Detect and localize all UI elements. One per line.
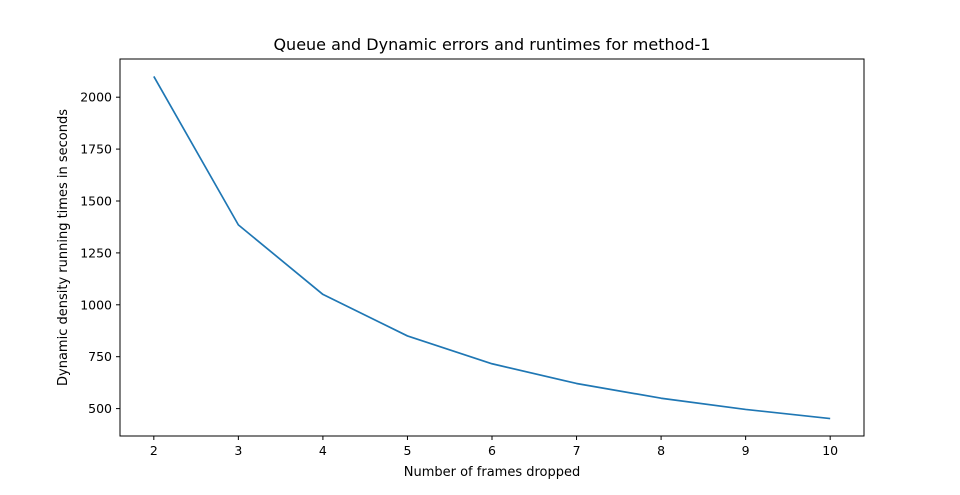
x-axis-label: Number of frames dropped (404, 465, 581, 480)
x-tick-label: 4 (319, 443, 327, 458)
x-tick-label: 3 (234, 443, 242, 458)
x-tick-label: 8 (657, 443, 665, 458)
y-tick-label: 1750 (80, 142, 112, 157)
series-line (153, 76, 831, 420)
x-tick-label: 7 (573, 443, 581, 458)
chart-title: Queue and Dynamic errors and runtimes fo… (273, 35, 710, 54)
y-tick-label: 500 (88, 401, 112, 416)
y-tick-label: 1500 (80, 193, 112, 208)
y-axis-label: Dynamic density running times in seconds (56, 109, 71, 386)
y-tick-label: 1250 (80, 245, 112, 260)
x-tick-label: 10 (822, 443, 838, 458)
y-tick-label: 2000 (80, 90, 112, 105)
x-tick-label: 9 (742, 443, 750, 458)
y-tick-label: 750 (88, 349, 112, 364)
x-tick-label: 6 (488, 443, 496, 458)
y-tick-label: 1000 (80, 297, 112, 312)
x-tick-label: 2 (150, 443, 158, 458)
x-tick-label: 5 (403, 443, 411, 458)
plot-frame (119, 58, 865, 437)
